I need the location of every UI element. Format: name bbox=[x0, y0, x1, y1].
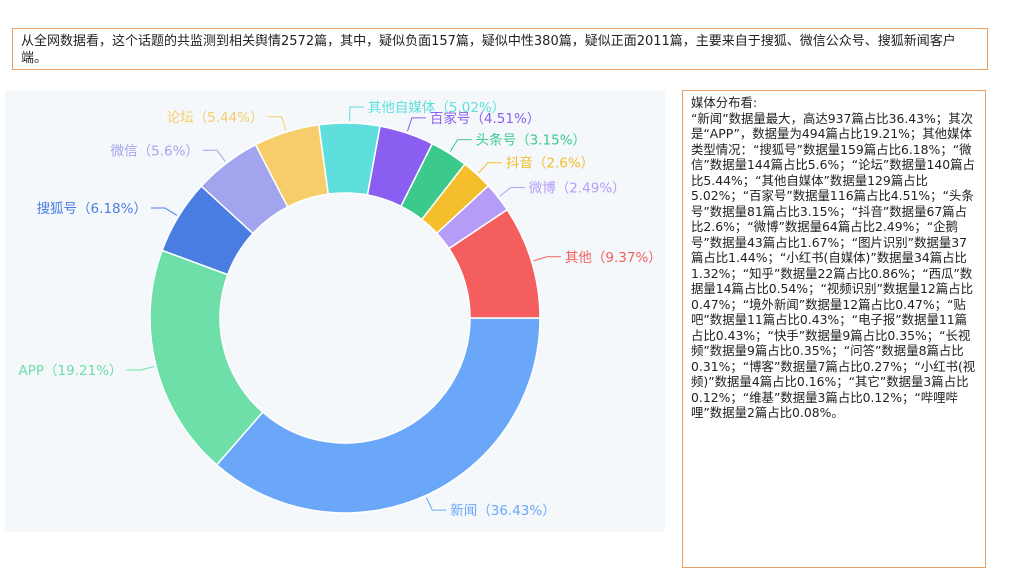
media-distribution-box: 媒体分布看: “新闻”数据量最大，高达937篇占比36.43%；其次是“APP”… bbox=[682, 90, 986, 568]
slice-label-抖音: 抖音（2.6%） bbox=[506, 155, 594, 172]
summary-box: 从全网数据看，这个话题的共监测到相关舆情2572篇，其中，疑似负面157篇，疑似… bbox=[12, 28, 988, 70]
donut-chart: 新闻（36.43%） APP（19.21%） 搜狐号（6.18%） 微信（5.6%） 论… bbox=[19, 100, 662, 519]
slice-label-其他: 其他（9.37%） bbox=[565, 250, 662, 266]
slice-label-头条号: 头条号（3.15%） bbox=[476, 132, 586, 149]
leader-line-论坛 bbox=[267, 116, 287, 131]
leader-line-新闻 bbox=[426, 497, 447, 511]
leader-line-抖音 bbox=[478, 162, 502, 174]
slice-label-其他自媒体: 其他自媒体（5.02%） bbox=[368, 100, 505, 116]
summary-text: 从全网数据看，这个话题的共监测到相关舆情2572篇，其中，疑似负面157篇，疑似… bbox=[21, 34, 956, 66]
leader-line-APP bbox=[126, 366, 155, 371]
slice-label-百家号: 百家号（4.51%） bbox=[430, 110, 540, 127]
leader-line-搜狐号 bbox=[150, 207, 178, 216]
slice-label-论坛: 论坛（5.44%） bbox=[167, 110, 264, 126]
leader-line-其他自媒体 bbox=[349, 106, 364, 122]
media-distribution-heading: 媒体分布看: bbox=[691, 95, 758, 110]
slice-label-搜狐号: 搜狐号（6.18%） bbox=[37, 201, 147, 217]
leader-line-微信 bbox=[202, 149, 226, 162]
donut-chart-panel: 新闻（36.43%） APP（19.21%） 搜狐号（6.18%） 微信（5.6%） 论… bbox=[5, 90, 665, 532]
slice-label-微信: 微信（5.6%） bbox=[111, 143, 199, 159]
slice-label-新闻: 新闻（36.43%） bbox=[450, 503, 555, 519]
leader-line-其他 bbox=[533, 256, 561, 262]
media-distribution-text: “新闻”数据量最大，高达937篇占比36.43%；其次是“APP”，数据量为49… bbox=[691, 110, 976, 421]
slice-新闻[interactable] bbox=[215, 317, 541, 514]
leader-line-百家号 bbox=[406, 117, 426, 132]
slice-label-微博: 微博（2.49%） bbox=[529, 179, 626, 196]
leader-line-微博 bbox=[499, 186, 525, 197]
slice-label-APP: APP（19.21%） bbox=[19, 363, 123, 379]
leader-line-头条号 bbox=[449, 139, 472, 152]
slice-其他[interactable] bbox=[447, 208, 541, 319]
